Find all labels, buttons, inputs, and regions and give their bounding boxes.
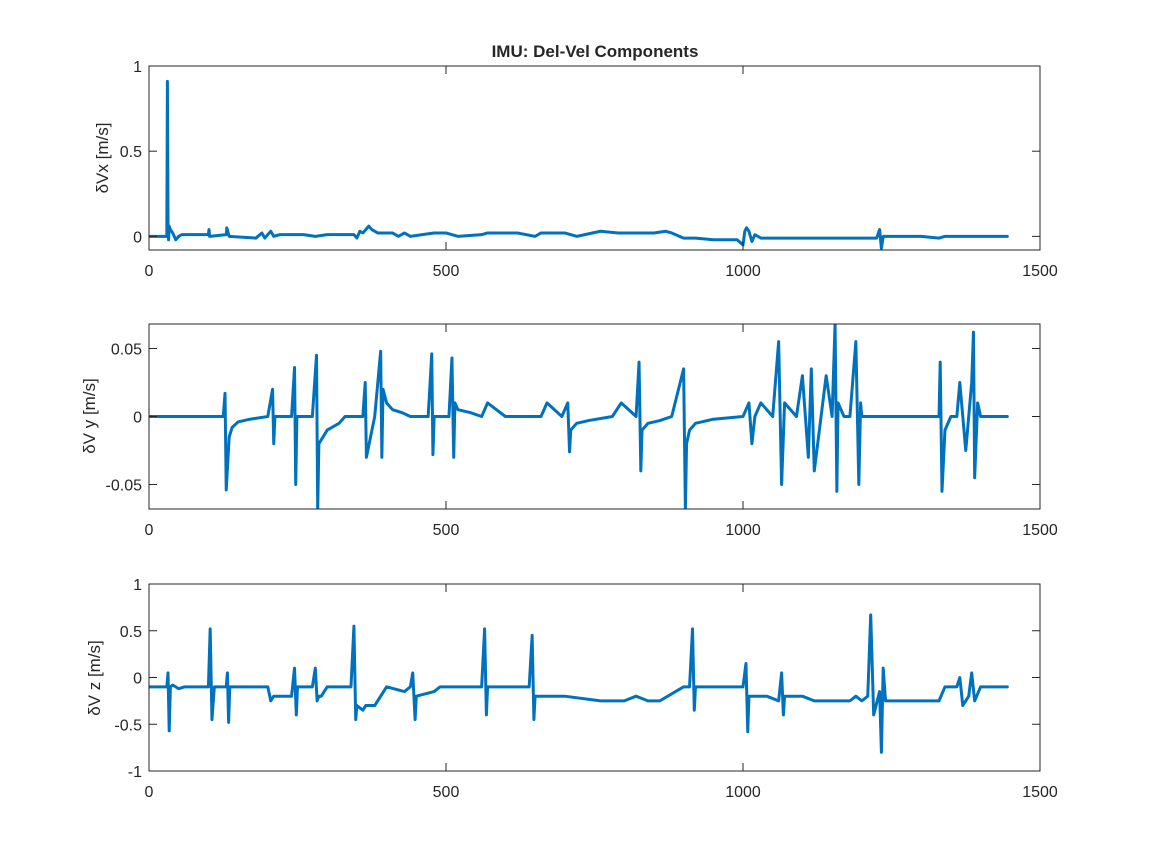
y-tick-label: -0.05	[106, 478, 143, 495]
chart-title: IMU: Del-Vel Components	[492, 42, 699, 61]
series-line-1-1	[149, 79, 1009, 250]
y-tick-label: 0.05	[111, 341, 142, 358]
series-line-2-1	[149, 324, 1009, 509]
x-tick-label: 0	[145, 784, 154, 801]
y-tick-label: -1	[128, 764, 142, 781]
subplot-3: 0 500 1000 1500 -1 -0.5 0 0.5 1 δV z [m/s]	[85, 577, 1058, 801]
y-tick-label: -0.5	[114, 717, 142, 734]
x-tick-label: 500	[433, 522, 460, 539]
y-tick-label: 0	[133, 229, 142, 246]
x-tick-label: 1500	[1022, 522, 1058, 539]
x-tick-label: 1000	[725, 784, 761, 801]
plot-area-1: 0 500 1000 1500 0 0.5 1	[120, 59, 1058, 280]
subplot-2: 0 500 1000 1500 -0.05 0 0.05 δV y [m/s]	[80, 323, 1058, 539]
series-line-3-1	[149, 613, 1009, 754]
y-tick-label: 0.5	[120, 144, 142, 161]
y-tick-label: 1	[133, 59, 142, 76]
y-tick-label: 0	[133, 671, 142, 688]
x-tick-label: 0	[145, 522, 154, 539]
y-tick-label: 1	[133, 577, 142, 594]
y-axis-label-3: δV z [m/s]	[85, 640, 104, 716]
y-tick-label: 0	[133, 410, 142, 427]
axes-frame-1	[148, 65, 1041, 251]
x-tick-label: 1500	[1022, 784, 1058, 801]
y-axis-label-1: δVx [m/s]	[93, 123, 112, 194]
x-tick-label: 1500	[1022, 263, 1058, 280]
x-tick-label: 1000	[725, 263, 761, 280]
plot-area-3: 0 500 1000 1500 -1 -0.5 0 0.5 1	[114, 577, 1057, 801]
x-tick-label: 500	[433, 784, 460, 801]
plot-area-2: 0 500 1000 1500 -0.05 0 0.05	[106, 323, 1058, 539]
y-tick-label: 0.5	[120, 624, 142, 641]
x-tick-label: 0	[145, 263, 154, 280]
x-tick-label: 1000	[725, 522, 761, 539]
subplot-1: IMU: Del-Vel Components 0 500 1000 1500 0 0.5…	[93, 42, 1058, 280]
x-tick-label: 500	[433, 263, 460, 280]
y-axis-label-2: δV y [m/s]	[80, 378, 99, 454]
